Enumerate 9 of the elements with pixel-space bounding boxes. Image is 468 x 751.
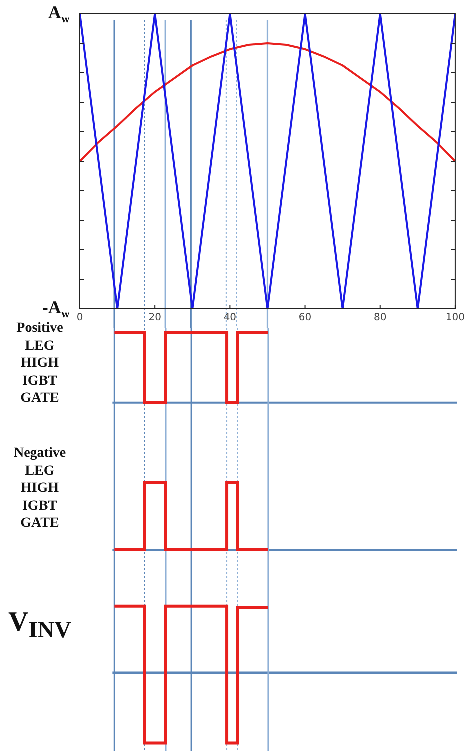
- x-tick-label: 0: [76, 312, 84, 324]
- x-tick-label: 40: [224, 312, 237, 324]
- x-tick-label: 60: [298, 312, 312, 324]
- x-tick-label: 100: [446, 312, 466, 324]
- x-tick-label: 80: [374, 312, 387, 324]
- y-axis-title: V$_{INV}$: [7, 606, 72, 646]
- x-tick-label: 20: [148, 312, 162, 324]
- y-axis-title: Positive LEG HIGH IGBT GATE: [16, 320, 64, 408]
- y-axis-title: Negative LEG HIGH IGBT GATE: [12, 445, 68, 532]
